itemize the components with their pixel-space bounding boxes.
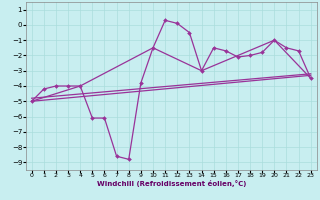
X-axis label: Windchill (Refroidissement éolien,°C): Windchill (Refroidissement éolien,°C) <box>97 180 246 187</box>
